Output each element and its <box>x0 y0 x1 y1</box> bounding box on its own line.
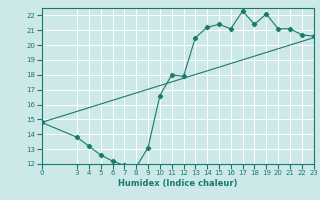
X-axis label: Humidex (Indice chaleur): Humidex (Indice chaleur) <box>118 179 237 188</box>
